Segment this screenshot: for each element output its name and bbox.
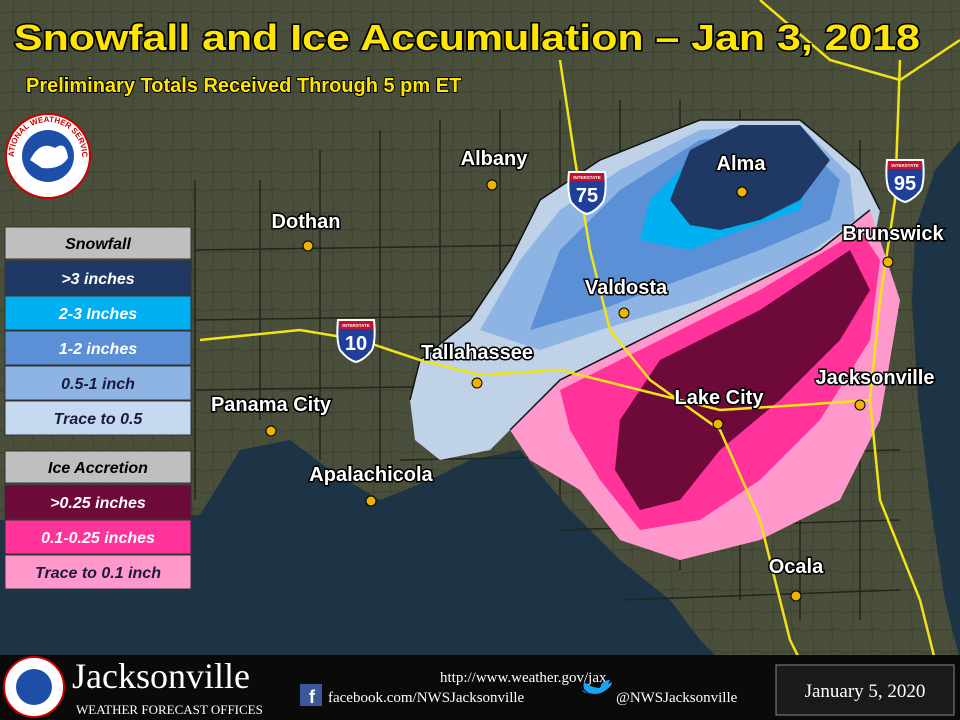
footer-office-subtitle: WEATHER FORECAST OFFICES xyxy=(76,702,263,717)
date-box xyxy=(775,664,955,716)
shield-body xyxy=(336,319,376,364)
city-label: Tallahassee xyxy=(421,342,533,364)
legend-swatch xyxy=(4,519,192,555)
legend-swatch xyxy=(4,330,192,366)
legend-header xyxy=(4,226,192,260)
legend-swatch xyxy=(4,295,192,331)
city-dot xyxy=(265,425,277,437)
legend-label: Trace to 0.5 xyxy=(54,411,144,428)
city-label: Ocala xyxy=(769,556,824,578)
shield-label: INTERSTATE xyxy=(342,323,370,328)
legend-label: 0.5-1 inch xyxy=(61,376,135,393)
footer-twitter[interactable]: @NWSJacksonville xyxy=(616,690,738,706)
legend-swatch xyxy=(4,365,192,401)
legend-label: 0.1-0.25 inches xyxy=(41,530,155,547)
city-label: Jacksonville xyxy=(816,367,935,389)
footer-facebook[interactable]: facebook.com/NWSJacksonville xyxy=(328,690,525,706)
city-dot xyxy=(471,377,483,389)
shield-top xyxy=(888,161,922,169)
interstate-shield: INTERSTATE 75 xyxy=(567,171,607,216)
ice-region-heavy xyxy=(615,250,870,510)
facebook-icon xyxy=(300,684,322,706)
city-label: Lake City xyxy=(675,387,765,409)
legend-swatch xyxy=(4,554,192,590)
city-label: Panama City xyxy=(211,394,332,416)
city-label: Dothan xyxy=(272,211,341,233)
legend-label: 2-3 Inches xyxy=(58,306,137,323)
interstate-shield: INTERSTATE 95 xyxy=(885,159,925,204)
shield-top xyxy=(339,321,373,329)
shield-body xyxy=(567,171,607,216)
city-label: Alma xyxy=(717,153,767,175)
atlantic-ocean xyxy=(912,140,960,660)
city-dot xyxy=(486,179,498,191)
title: Snowfall and Ice Accumulation – Jan 3, 2… xyxy=(14,17,920,58)
facebook-glyph: f xyxy=(309,687,316,707)
shield-number: 10 xyxy=(345,333,367,355)
legend-label: Trace to 0.1 inch xyxy=(35,565,161,582)
gulf-ocean xyxy=(0,440,720,660)
legend-header-text: Snowfall xyxy=(65,236,131,253)
twitter-icon xyxy=(582,680,612,694)
city-label: Brunswick xyxy=(842,223,944,245)
city-label: Albany xyxy=(461,148,529,170)
interstate-shield: INTERSTATE 10 xyxy=(336,319,376,364)
city-dot xyxy=(618,307,630,319)
city-label: Apalachicola xyxy=(309,464,433,486)
shield-label: INTERSTATE xyxy=(573,175,601,180)
legend-label: >3 inches xyxy=(61,271,134,288)
shield-top xyxy=(570,173,604,181)
city-dot xyxy=(790,590,802,602)
shield-number: 95 xyxy=(894,173,916,195)
legend-label: >0.25 inches xyxy=(50,495,146,512)
footer-date: January 5, 2020 xyxy=(805,681,926,702)
legend-header xyxy=(4,450,192,484)
city-dot xyxy=(736,186,748,198)
legend-label: 1-2 inches xyxy=(59,341,137,358)
legend-swatch xyxy=(4,484,192,520)
footer-logo xyxy=(3,656,65,718)
legend-header-text: Ice Accretion xyxy=(48,460,148,477)
shield-number: 75 xyxy=(576,185,598,207)
subtitle: Preliminary Totals Received Through 5 pm… xyxy=(26,75,461,97)
city-dot xyxy=(854,399,866,411)
snow-region-over-3 xyxy=(670,125,830,230)
city-dot xyxy=(302,240,314,252)
legend-swatch xyxy=(4,260,192,296)
legend-swatch xyxy=(4,400,192,436)
city-label: Valdosta xyxy=(585,277,668,299)
city-dot xyxy=(712,418,724,430)
city-dot xyxy=(882,256,894,268)
city-dot xyxy=(365,495,377,507)
shield-label: INTERSTATE xyxy=(891,163,919,168)
footer-url: http://www.weather.gov/jax xyxy=(440,670,607,686)
footer-office: Jacksonville xyxy=(72,656,250,696)
shield-body xyxy=(885,159,925,204)
